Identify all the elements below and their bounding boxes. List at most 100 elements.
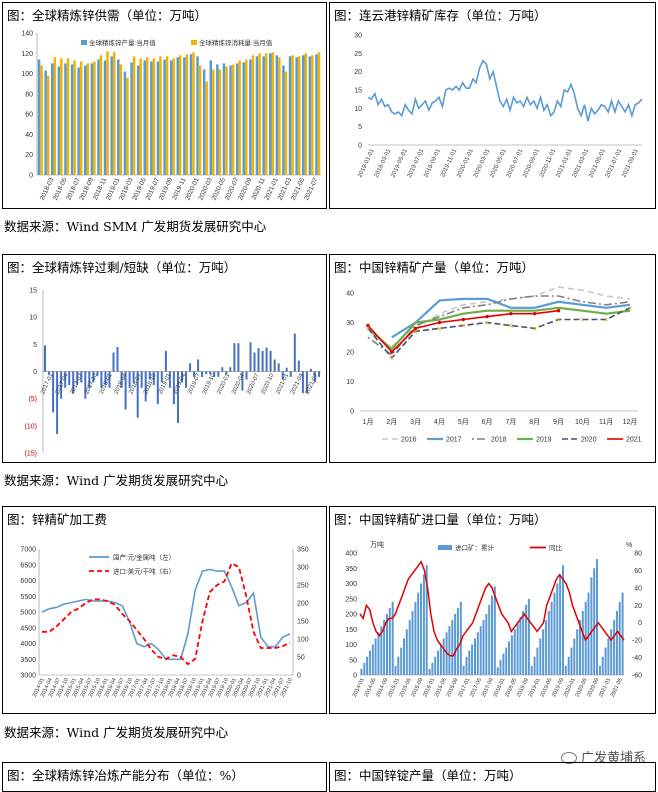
- panel-title: 图：中国锌锭产量（单位：万吨）: [334, 768, 522, 783]
- y-tick-label: 350: [345, 566, 357, 573]
- bar: [613, 620, 616, 675]
- bar: [103, 60, 107, 175]
- bar: [305, 371, 308, 394]
- bar: [229, 65, 232, 175]
- legend-label: 2020: [581, 437, 597, 444]
- x-tick-label: 2021-09-01: [621, 148, 640, 179]
- source-note: 数据来源：Wind 广发期货发展研究中心: [4, 473, 229, 488]
- bar: [165, 56, 169, 175]
- bar: [590, 577, 593, 675]
- panel-lianyungang-inventory: 图：连云港锌精矿库存（单位：万吨） 0 5 10 15 20 25 30 2019-01-01…: [329, 2, 656, 209]
- bar: [269, 53, 272, 175]
- bar: [408, 620, 411, 675]
- y-tick-label: (10): [25, 423, 37, 430]
- bar: [53, 57, 56, 175]
- x-tick-label: 2019-05-01: [390, 148, 409, 179]
- y-tick-label: 200: [297, 601, 309, 608]
- bar: [434, 656, 437, 675]
- bar: [84, 65, 87, 175]
- y-tick-label: 4000: [20, 641, 36, 648]
- left-unit: 万吨: [370, 540, 384, 549]
- bar: [146, 57, 149, 175]
- point-marker: ×: [389, 354, 394, 363]
- bar: [100, 371, 103, 388]
- bar: [196, 56, 199, 175]
- bar: [271, 52, 274, 175]
- y-tick-label: 25: [354, 51, 362, 58]
- series-line: [41, 568, 291, 661]
- x-tick-label: 5月: [458, 418, 469, 426]
- bar: [288, 56, 292, 175]
- bar: [77, 67, 80, 175]
- legend-label: 2017: [446, 437, 462, 444]
- bar: [197, 359, 200, 372]
- bar: [505, 647, 508, 675]
- bar: [57, 66, 61, 175]
- y-tick-label: 3500: [20, 657, 36, 664]
- bar: [44, 70, 47, 175]
- bar: [139, 58, 142, 175]
- right-unit: %: [626, 542, 632, 549]
- bar: [383, 620, 386, 675]
- bar: [117, 59, 120, 175]
- point: [366, 323, 370, 328]
- bar: [251, 55, 255, 175]
- wechat-icon: [560, 752, 577, 764]
- bar: [485, 614, 488, 675]
- bar: [245, 59, 248, 175]
- bar: [40, 65, 43, 175]
- bar: [64, 371, 67, 388]
- y-tick-label: 0: [350, 409, 354, 416]
- bar: [601, 656, 604, 675]
- bar: [525, 604, 528, 675]
- bar: [559, 574, 562, 675]
- bar: [374, 638, 377, 675]
- bar: [570, 647, 573, 675]
- panel-title: 图：锌精矿加工费: [7, 512, 108, 527]
- x-tick-label: 2021-05: [610, 677, 624, 698]
- bar: [96, 371, 99, 376]
- y-tick-label: -20: [632, 638, 642, 645]
- bar: [116, 347, 119, 372]
- bar: [238, 60, 241, 175]
- bar: [152, 58, 156, 175]
- bar: [301, 371, 304, 394]
- bar: [425, 565, 428, 675]
- bar: [183, 57, 186, 175]
- bar: [420, 583, 422, 675]
- bar: [185, 54, 189, 175]
- bar: [56, 371, 59, 434]
- bar: [282, 65, 285, 175]
- bar: [596, 559, 598, 675]
- bar: [177, 371, 179, 424]
- bar: [241, 371, 244, 391]
- y-tick-label: 50: [297, 655, 305, 662]
- bar: [315, 54, 318, 175]
- bar: [499, 659, 502, 676]
- x-tick-label: 1月: [363, 418, 374, 426]
- bar: [411, 611, 414, 675]
- bar: [205, 81, 208, 175]
- x-tick-label: 4月: [434, 418, 445, 426]
- bar: [218, 69, 222, 175]
- panel-smelting-capacity: 图：全球精炼锌冶炼产能分布（单位：%）: [2, 762, 327, 792]
- y-tick-label: 250: [297, 583, 309, 590]
- bar: [79, 61, 83, 175]
- series-line: [367, 306, 631, 351]
- bar: [454, 614, 457, 675]
- x-tick-label: 6月: [482, 418, 493, 426]
- source-note: 数据来源：Wind SMM 广发期货发展研究中心: [4, 219, 267, 234]
- legend-label: 全球精炼锌产量:当月值: [89, 38, 156, 47]
- bar: [598, 665, 601, 675]
- y-tick-label: 140: [21, 31, 33, 38]
- y-tick-label: 20: [346, 350, 354, 357]
- bar: [544, 620, 547, 675]
- bar: [308, 56, 312, 175]
- bar: [360, 668, 363, 675]
- bar: [304, 53, 307, 175]
- y-tick-label: 20: [354, 69, 362, 76]
- x-tick-label: 2021-07-01: [605, 148, 624, 179]
- panel-zinc-surplus-deficit: 图：全球精炼锌过剩/短缺（单位：万吨） 15 10 5 0 (5) (10) (15) 201…: [2, 254, 327, 463]
- supply-demand-chart: 0 20 40 60 80 100 120 140 全球精炼锌产量:当月值 全球精炼锌消耗量:当月…: [21, 31, 321, 201]
- y-tick-label: 250: [345, 596, 357, 603]
